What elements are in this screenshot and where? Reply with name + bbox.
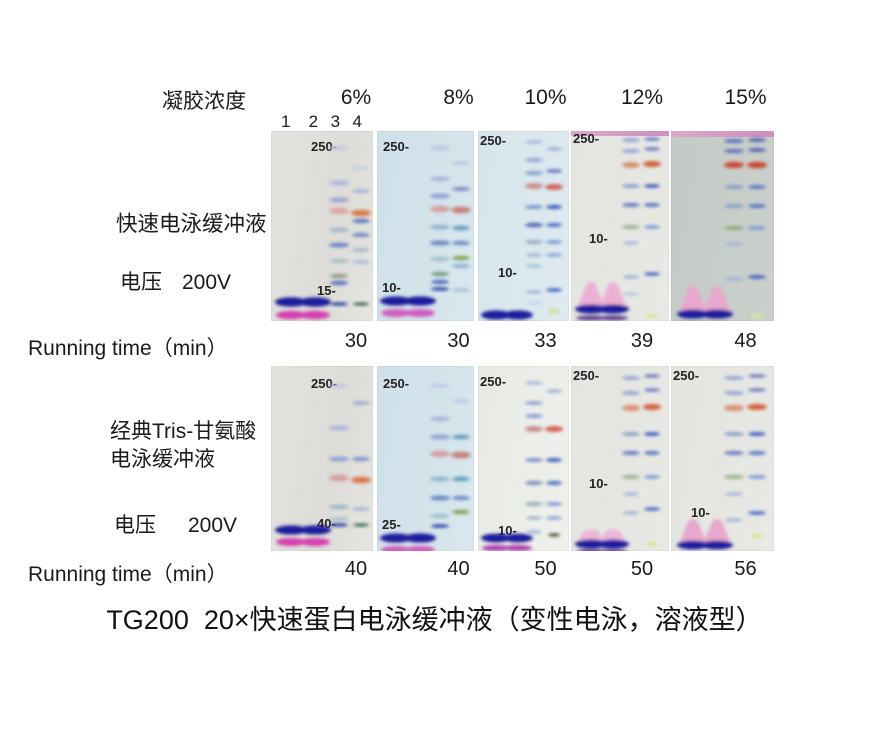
svg-text:15-: 15- bbox=[317, 283, 336, 298]
svg-text:10-: 10- bbox=[498, 265, 517, 280]
svg-text:250-: 250- bbox=[383, 376, 409, 391]
svg-text:10-: 10- bbox=[589, 231, 608, 246]
svg-text:10-: 10- bbox=[589, 476, 608, 491]
svg-text:250-: 250- bbox=[573, 131, 599, 146]
svg-text:250-: 250- bbox=[311, 376, 337, 391]
svg-text:250-: 250- bbox=[573, 368, 599, 383]
svg-text:250-: 250- bbox=[673, 368, 699, 383]
svg-text:10-: 10- bbox=[382, 280, 401, 295]
svg-text:25-: 25- bbox=[382, 517, 401, 532]
svg-text:250-: 250- bbox=[480, 374, 506, 389]
svg-text:250-: 250- bbox=[383, 139, 409, 154]
svg-text:10-: 10- bbox=[691, 505, 710, 520]
svg-text:250-: 250- bbox=[480, 133, 506, 148]
